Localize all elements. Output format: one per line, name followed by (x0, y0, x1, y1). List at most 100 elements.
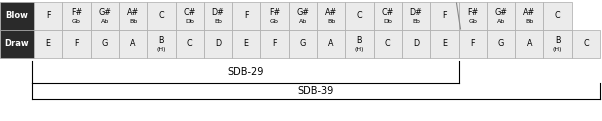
Text: Bb: Bb (129, 19, 137, 24)
Bar (232, 30, 261, 58)
Bar (374, 2, 402, 30)
Text: G: G (102, 39, 108, 49)
Bar (346, 30, 374, 58)
Text: Draw: Draw (5, 39, 29, 49)
Text: E: E (46, 39, 51, 49)
Text: Gb: Gb (270, 19, 279, 24)
Text: F: F (46, 11, 51, 20)
Text: C: C (158, 11, 164, 20)
Text: Gb: Gb (468, 19, 477, 24)
Bar (544, 30, 572, 58)
Bar (34, 2, 62, 30)
Bar (487, 2, 515, 30)
Text: F#: F# (467, 8, 478, 17)
Text: C#: C# (382, 8, 394, 17)
Text: Ab: Ab (101, 19, 109, 24)
Text: SDB-39: SDB-39 (298, 86, 334, 96)
Text: G#: G# (296, 8, 309, 17)
Text: G: G (300, 39, 306, 49)
Bar (487, 30, 515, 58)
Bar (90, 2, 119, 30)
Text: D#: D# (211, 8, 225, 17)
Text: E: E (244, 39, 249, 49)
Text: C#: C# (184, 8, 196, 17)
Text: A#: A# (325, 8, 337, 17)
Bar (459, 2, 487, 30)
Text: A#: A# (523, 8, 535, 17)
Bar (289, 30, 317, 58)
Text: Db: Db (383, 19, 392, 24)
Bar (402, 30, 430, 58)
Bar (176, 2, 204, 30)
Text: B: B (555, 36, 560, 45)
Text: F: F (272, 39, 277, 49)
Text: Gb: Gb (72, 19, 81, 24)
Text: F: F (442, 11, 447, 20)
Bar (515, 2, 544, 30)
Text: (H): (H) (553, 47, 562, 52)
Bar (346, 2, 374, 30)
Text: Bb: Bb (327, 19, 335, 24)
Bar (459, 30, 487, 58)
Bar (0, 2, 34, 30)
Bar (317, 30, 346, 58)
Bar (261, 30, 289, 58)
Text: B: B (158, 36, 164, 45)
Text: A: A (130, 39, 136, 49)
Text: F#: F# (269, 8, 280, 17)
Text: G: G (498, 39, 504, 49)
Text: A#: A# (127, 8, 139, 17)
Bar (430, 30, 459, 58)
Bar (289, 2, 317, 30)
Text: SDB-29: SDB-29 (227, 67, 264, 77)
Text: B: B (357, 36, 362, 45)
Bar (0, 30, 34, 58)
Text: Ab: Ab (497, 19, 505, 24)
Bar (232, 2, 261, 30)
Text: C: C (554, 11, 560, 20)
Text: G#: G# (494, 8, 507, 17)
Bar (317, 2, 346, 30)
Bar (430, 2, 459, 30)
Text: Ab: Ab (299, 19, 307, 24)
Bar (402, 2, 430, 30)
Bar (34, 30, 62, 58)
Text: F#: F# (71, 8, 82, 17)
Text: F: F (470, 39, 475, 49)
Bar (544, 2, 572, 30)
Bar (119, 30, 147, 58)
Text: C: C (385, 39, 391, 49)
Text: A: A (329, 39, 334, 49)
Text: F: F (244, 11, 249, 20)
Text: F: F (74, 39, 79, 49)
Bar (204, 2, 232, 30)
Text: C: C (583, 39, 589, 49)
Bar (147, 30, 176, 58)
Text: G#: G# (98, 8, 111, 17)
Bar (572, 30, 600, 58)
Text: D#: D# (409, 8, 423, 17)
Text: Eb: Eb (412, 19, 420, 24)
Bar (515, 30, 544, 58)
Text: D: D (215, 39, 221, 49)
Bar (147, 2, 176, 30)
Bar (119, 2, 147, 30)
Bar (374, 30, 402, 58)
Bar (90, 30, 119, 58)
Text: E: E (442, 39, 447, 49)
Bar (62, 2, 90, 30)
Text: Bb: Bb (525, 19, 533, 24)
Text: C: C (356, 11, 362, 20)
Bar (62, 30, 90, 58)
Text: Blow: Blow (5, 11, 28, 20)
Text: C: C (187, 39, 193, 49)
Text: A: A (527, 39, 532, 49)
Bar (176, 30, 204, 58)
Bar (261, 2, 289, 30)
Text: Db: Db (185, 19, 194, 24)
Text: Eb: Eb (214, 19, 222, 24)
Bar (204, 30, 232, 58)
Text: D: D (413, 39, 419, 49)
Text: (H): (H) (157, 47, 166, 52)
Text: (H): (H) (355, 47, 364, 52)
